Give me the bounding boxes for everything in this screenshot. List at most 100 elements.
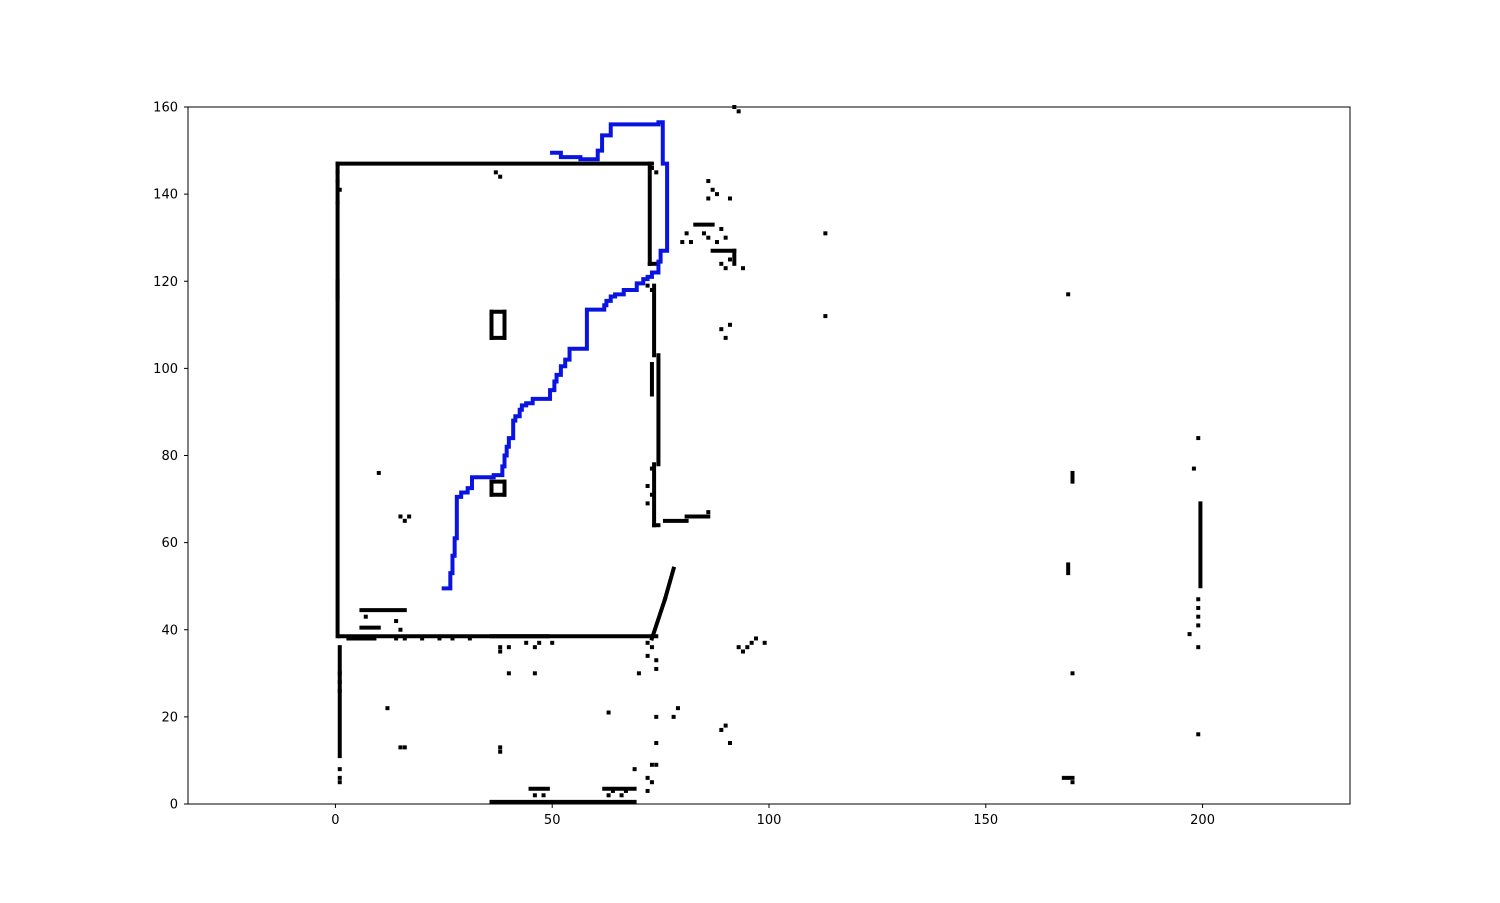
obstacle-point-75 bbox=[636, 671, 641, 676]
obstacle-point-73 bbox=[654, 658, 659, 663]
obstacle-point-48 bbox=[1196, 614, 1201, 619]
obstacle-point-30 bbox=[719, 327, 724, 332]
obstacle-point-24 bbox=[723, 266, 728, 271]
obstacle-point-63 bbox=[498, 645, 503, 650]
path-layer bbox=[441, 120, 670, 591]
x-tick-label-0: 0 bbox=[331, 813, 339, 828]
obstacle-point-35 bbox=[376, 470, 381, 475]
y-tick-label-100: 100 bbox=[153, 362, 178, 377]
obstacle-point-85 bbox=[337, 680, 342, 685]
obstacle-point-102 bbox=[337, 780, 342, 785]
y-tick-label-140: 140 bbox=[153, 188, 178, 203]
obstacle-point-71 bbox=[649, 645, 654, 650]
obstacle-point-59 bbox=[420, 636, 425, 641]
obstacle-point-64 bbox=[498, 649, 503, 654]
obstacle-point-10 bbox=[706, 179, 711, 184]
obstacle-point-94 bbox=[727, 741, 732, 746]
obstacle-point-61 bbox=[450, 636, 455, 641]
path-series-0 bbox=[441, 120, 670, 591]
obstacle-point-78 bbox=[736, 645, 741, 650]
obstacle-point-101 bbox=[337, 775, 342, 780]
obstacle-point-69 bbox=[550, 640, 555, 645]
obstacle-point-100 bbox=[337, 767, 342, 772]
obstacle-point-68 bbox=[532, 645, 537, 650]
y-tick-label-120: 120 bbox=[153, 275, 178, 290]
obstacle-point-11 bbox=[710, 187, 715, 192]
obstacle-point-91 bbox=[675, 706, 680, 711]
obstacle-point-82 bbox=[753, 636, 758, 641]
obstacle-point-28 bbox=[823, 314, 828, 319]
obstacle-point-76 bbox=[506, 671, 511, 676]
obstacle-point-60 bbox=[437, 636, 442, 641]
obstacle-point-36 bbox=[398, 514, 403, 519]
obstacle-point-51 bbox=[1196, 645, 1201, 650]
obstacle-point-1 bbox=[335, 179, 340, 184]
obstacle-point-31 bbox=[723, 335, 728, 340]
obstacle-point-95 bbox=[654, 741, 659, 746]
obstacle-point-105 bbox=[654, 762, 659, 767]
obstacle-point-49 bbox=[1196, 623, 1201, 628]
obstacle-point-3 bbox=[335, 200, 340, 205]
obstacle-point-67 bbox=[537, 640, 542, 645]
obstacle-point-58 bbox=[402, 636, 407, 641]
obstacle-point-98 bbox=[498, 745, 503, 750]
obstacle-point-115 bbox=[1070, 780, 1075, 785]
obstacle-point-88 bbox=[606, 710, 611, 715]
obstacle-point-23 bbox=[719, 261, 724, 266]
x-axis-ticks: 0 50 100 150 200 bbox=[331, 804, 1215, 828]
y-tick-label-160: 160 bbox=[153, 101, 178, 116]
obstacle-point-77 bbox=[532, 671, 537, 676]
obstacle-layer bbox=[335, 105, 1203, 804]
obstacle-point-96 bbox=[398, 745, 403, 750]
obstacle-point-50 bbox=[1187, 632, 1192, 637]
obstacle-point-20 bbox=[719, 226, 724, 231]
y-tick-label-60: 60 bbox=[161, 536, 178, 551]
y-tick-label-80: 80 bbox=[161, 449, 178, 464]
obstacle-point-62 bbox=[467, 636, 472, 641]
obstacle-point-86 bbox=[337, 688, 342, 693]
obstacle-point-111 bbox=[606, 793, 611, 798]
obstacle-point-19 bbox=[706, 235, 711, 240]
obstacle-point-81 bbox=[749, 640, 754, 645]
obstacle-point-29 bbox=[1066, 292, 1071, 297]
obstacle-point-93 bbox=[723, 723, 728, 728]
obstacle-point-55 bbox=[394, 619, 399, 624]
obstacle-point-108 bbox=[645, 788, 650, 793]
obstacle-point-32 bbox=[727, 322, 732, 327]
obstacle-segment-13 bbox=[649, 596, 668, 641]
x-tick-label-50: 50 bbox=[544, 813, 561, 828]
obstacle-point-103 bbox=[632, 767, 637, 772]
obstacle-point-53 bbox=[1070, 671, 1075, 676]
obstacle-point-97 bbox=[402, 745, 407, 750]
y-tick-label-40: 40 bbox=[161, 623, 178, 638]
obstacle-point-14 bbox=[727, 196, 732, 201]
obstacle-point-13 bbox=[706, 196, 711, 201]
obstacle-point-21 bbox=[723, 235, 728, 240]
y-axis-ticks: 0 20 40 60 80 100 120 140 160 bbox=[153, 101, 188, 813]
obstacle-point-44 bbox=[1196, 436, 1201, 441]
obstacle-point-34 bbox=[649, 287, 654, 292]
obstacle-point-54 bbox=[363, 614, 368, 619]
obstacle-point-66 bbox=[524, 640, 529, 645]
obstacle-point-39 bbox=[706, 510, 711, 515]
obstacle-point-65 bbox=[506, 645, 511, 650]
obstacle-point-37 bbox=[402, 518, 407, 523]
obstacle-point-0 bbox=[335, 170, 340, 175]
obstacle-point-46 bbox=[1196, 597, 1201, 602]
obstacle-point-52 bbox=[1196, 732, 1201, 737]
obstacle-point-74 bbox=[654, 666, 659, 671]
obstacle-point-114 bbox=[623, 788, 628, 793]
obstacle-point-92 bbox=[719, 727, 724, 732]
x-tick-label-200: 200 bbox=[1190, 813, 1215, 828]
obstacle-point-17 bbox=[688, 240, 693, 245]
obstacle-point-83 bbox=[762, 640, 767, 645]
obstacle-point-47 bbox=[1196, 605, 1201, 610]
obstacle-point-15 bbox=[680, 240, 685, 245]
obstacle-point-79 bbox=[740, 649, 745, 654]
obstacle-point-89 bbox=[654, 714, 659, 719]
obstacle-point-84 bbox=[337, 671, 342, 676]
obstacle-point-42 bbox=[649, 492, 654, 497]
obstacle-point-18 bbox=[701, 231, 706, 236]
obstacle-point-45 bbox=[1191, 466, 1196, 471]
